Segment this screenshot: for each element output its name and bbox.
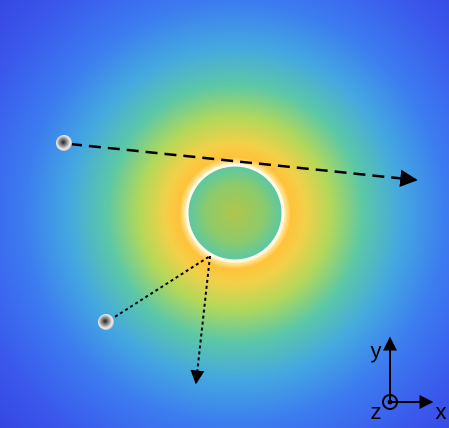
z-label: z — [371, 399, 382, 424]
x-label: x — [436, 399, 447, 424]
y-label: y — [371, 338, 382, 363]
scattering-diagram: y z x — [0, 0, 449, 428]
particle — [56, 135, 72, 151]
scatterer-core — [187, 165, 283, 261]
particle — [98, 314, 114, 330]
z-axis-dot — [388, 400, 393, 405]
